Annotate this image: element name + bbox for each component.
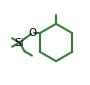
Text: O: O xyxy=(28,28,36,38)
Text: Si: Si xyxy=(15,37,24,48)
